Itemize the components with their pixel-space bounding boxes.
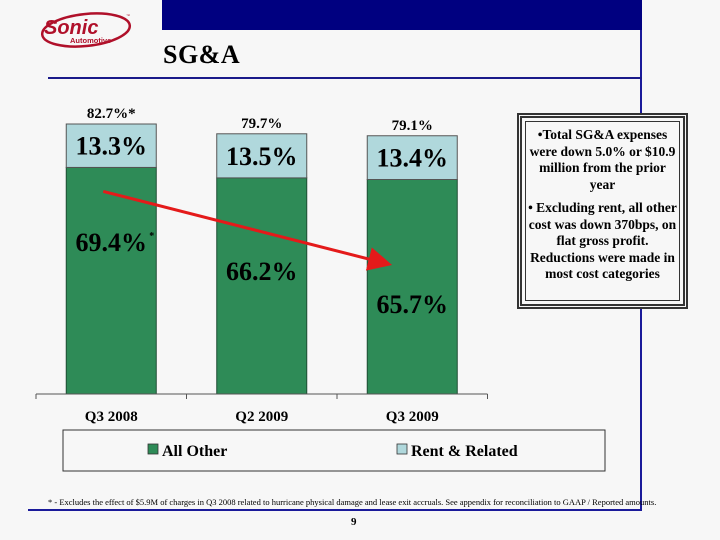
page-title: SG&A — [163, 40, 241, 69]
label-total-1: 79.7% — [241, 116, 282, 132]
asterisk-marker: * — [149, 231, 154, 242]
label-all-other-2: 65.7% — [377, 290, 449, 319]
label-rent-related-1: 13.5% — [226, 142, 298, 171]
trend-arrow — [102, 189, 393, 271]
legend-swatch-rent-related — [396, 443, 408, 455]
label-rent-related-0: 13.3% — [76, 132, 148, 161]
bar-rent-related-2 — [366, 135, 458, 181]
bar-rent-related-0 — [65, 123, 157, 168]
title-underline-rule — [48, 77, 642, 79]
x-tick-label-2: Q3 2009 — [386, 409, 439, 425]
label-all-other-0: 69.4% — [76, 228, 148, 257]
label-rent-related-2: 13.4% — [377, 144, 449, 173]
trend-arrow-layer — [102, 189, 393, 271]
label-all-other-1: 66.2% — [226, 257, 298, 286]
bar-all-other-0 — [65, 166, 157, 395]
sonic-automotive-logo: Sonic Automotive ™ — [40, 12, 132, 48]
summary-bullet-2: • Excluding rent, all other cost was dow… — [528, 200, 677, 281]
x-tick-label-1: Q2 2009 — [235, 409, 288, 425]
logo-trademark: ™ — [126, 13, 130, 18]
legend: All Other Rent & Related — [62, 429, 606, 472]
x-tick-label-0: Q3 2008 — [85, 409, 138, 425]
header-bar — [162, 0, 642, 30]
footnote: * - Excludes the effect of $5.9M of char… — [48, 497, 657, 507]
footer-rule — [28, 509, 642, 511]
logo-text: Sonic — [44, 17, 98, 39]
legend-label-rent-related: Rent & Related — [411, 443, 518, 460]
legend-swatch-all-other — [147, 443, 159, 455]
label-total-0: 82.7%* — [87, 106, 136, 122]
legend-box — [62, 429, 606, 472]
x-axis: Q3 2008 Q2 2009 Q3 2009 — [35, 393, 488, 425]
bar-all-other-1 — [216, 177, 308, 395]
bar-rent-related-1 — [216, 133, 308, 179]
label-total-2: 79.1% — [392, 118, 433, 134]
data-labels: 13.3% 69.4% * 82.7%* 13.5% 66.2% 79.7% 13.4% 65.… — [76, 106, 449, 319]
logo-subtext: Automotive — [70, 36, 111, 45]
bars-layer — [65, 123, 458, 395]
summary-bullet-1: •Total SG&A expenses were down 5.0% or $… — [529, 127, 676, 192]
summary-callout-box: •Total SG&A expenses were down 5.0% or $… — [517, 113, 688, 309]
page-number: 9 — [351, 516, 357, 528]
bar-all-other-2 — [366, 179, 458, 395]
legend-label-all-other: All Other — [162, 443, 227, 460]
